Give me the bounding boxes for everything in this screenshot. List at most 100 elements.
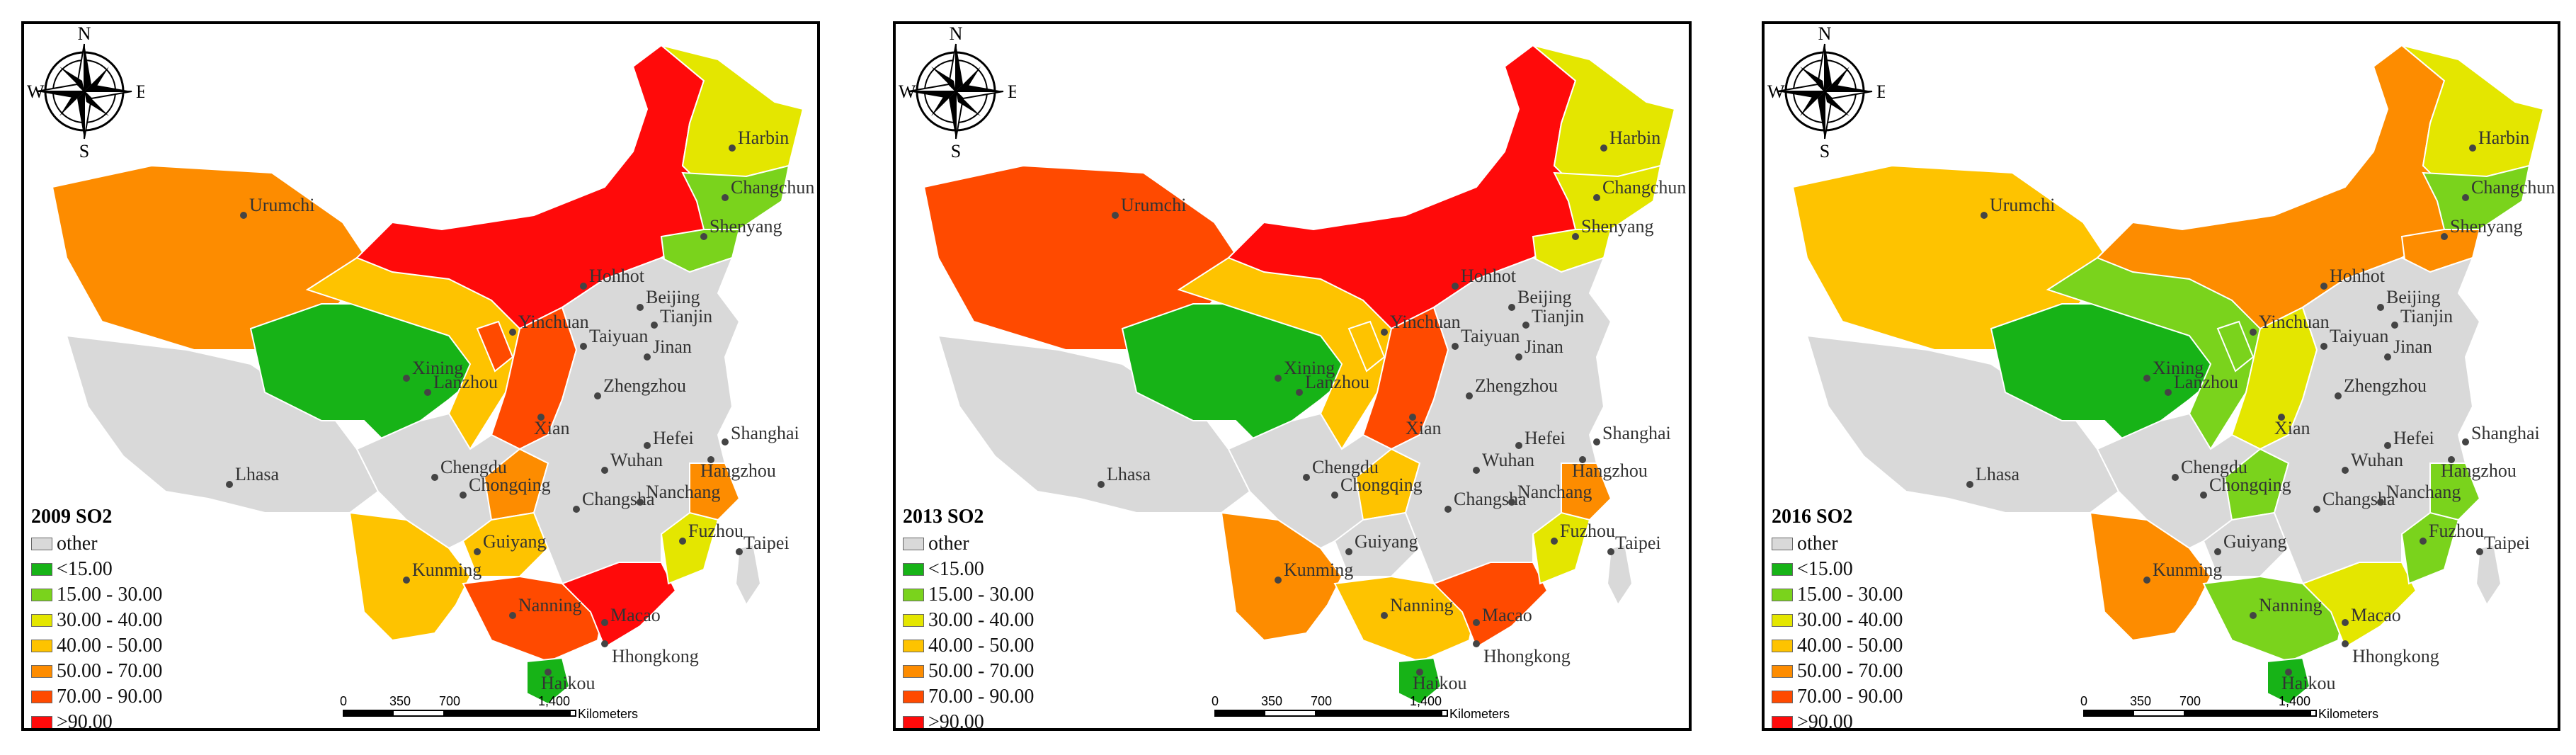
city-label: Jinan	[653, 336, 692, 357]
legend-label: <15.00	[57, 558, 113, 580]
region-taiwan	[1606, 543, 1634, 606]
city-label: Shenyang	[2450, 216, 2523, 237]
city-dot	[1381, 329, 1388, 336]
compass-e: E	[1008, 81, 1016, 102]
legend-label: 15.00 - 30.00	[928, 584, 1035, 606]
city-label: Haikou	[541, 673, 595, 693]
legend-label: 40.00 - 50.00	[1797, 635, 1903, 657]
city-label: Haikou	[2281, 673, 2336, 693]
city-label: Taipei	[743, 533, 790, 553]
city-dot	[474, 548, 481, 555]
city-shenyang: Shenyang	[1572, 216, 1654, 240]
city-nanchang: Nanchang	[637, 482, 720, 506]
city-label: Changchun	[1602, 177, 1686, 198]
region-ningxia	[2216, 320, 2255, 373]
city-dot	[1473, 619, 1480, 626]
city-label: Nanchang	[646, 482, 720, 502]
scale-tick-label: 0	[340, 694, 348, 708]
city-dot	[722, 438, 729, 445]
city-label: Wuhan	[2351, 450, 2403, 470]
city-dot	[2462, 438, 2469, 445]
city-dot	[679, 538, 686, 545]
city-taiyuan: Taiyuan	[580, 326, 648, 350]
city-label: Fuzhou	[688, 521, 743, 541]
legend-item: <15.00	[1772, 557, 2041, 582]
compass-e: E	[136, 81, 144, 102]
city-hohhot: Hohhot	[1452, 266, 1517, 290]
city-dot	[537, 414, 545, 421]
city-label: Hhongkong	[612, 646, 699, 666]
legend-label: 30.00 - 40.00	[1797, 609, 1903, 631]
city-label: Xian	[1406, 418, 1442, 438]
city-label: Taiyuan	[2330, 326, 2388, 346]
city-label: Chengdu	[2181, 457, 2247, 477]
city-label: Beijing	[1517, 287, 1572, 307]
city-label: Guiyang	[1355, 531, 1418, 552]
city-dot	[431, 474, 438, 481]
city-label: Wuhan	[610, 450, 663, 470]
city-dot	[1572, 233, 1579, 240]
legend-item: 15.00 - 30.00	[31, 582, 300, 608]
city-dot	[1600, 144, 1607, 152]
legend-item: 15.00 - 30.00	[903, 582, 1172, 608]
city-label: Lhasa	[235, 464, 280, 484]
city-wuhan: Wuhan	[601, 450, 663, 474]
city-yinchuan: Yinchuan	[1381, 312, 1461, 336]
city-tianjin: Tianjin	[1522, 306, 1584, 329]
city-label: Shenyang	[709, 216, 782, 237]
city-label: Zhengzhou	[1475, 375, 1558, 396]
legend-label: 15.00 - 30.00	[1797, 584, 1903, 606]
legend-label: 30.00 - 40.00	[57, 609, 163, 631]
city-chongqing: Chongqing	[2200, 475, 2291, 499]
city-lhasa: Lhasa	[1098, 464, 1151, 488]
legend-title: 2009 SO2	[31, 506, 113, 528]
scale-bar: 0 350 700 1,400 Kilometers	[1212, 694, 1611, 725]
city-label: Changchun	[731, 177, 814, 198]
city-dot	[1579, 456, 1586, 463]
legend-swatch	[31, 716, 52, 728]
city-label: Haikou	[1413, 673, 1467, 693]
compass-w: W	[27, 81, 45, 102]
city-dot	[1551, 538, 1558, 545]
city-dot	[509, 612, 516, 619]
city-dot	[1331, 492, 1338, 499]
compass-e: E	[1876, 81, 1885, 102]
legend-swatch	[903, 614, 924, 627]
city-urumchi: Urumchi	[240, 195, 314, 219]
city-label: Changsha	[2323, 489, 2395, 509]
city-label: Yinchuan	[2259, 312, 2330, 332]
city-label: Hohhot	[1461, 266, 1517, 286]
city-hefei: Hefei	[1515, 428, 1566, 449]
region-yunnan	[348, 511, 472, 642]
city-shanghai: Shanghai	[2462, 423, 2540, 445]
region-taiwan	[2475, 543, 2502, 606]
city-dot	[2377, 304, 2384, 311]
city-label: Tianjin	[1532, 306, 1584, 327]
legend-item: 50.00 - 70.00	[31, 659, 300, 684]
compass-s: S	[1820, 141, 1830, 159]
city-xining: Xining	[1275, 358, 1335, 382]
legend-item: 40.00 - 50.00	[1772, 633, 2041, 659]
city-changchun: Changchun	[2462, 177, 2555, 201]
legend-swatch	[1772, 665, 1793, 678]
city-changchun: Changchun	[1593, 177, 1686, 201]
city-changsha: Changsha	[1444, 489, 1527, 513]
city-label: Shanghai	[1602, 423, 1671, 443]
city-dot	[2278, 414, 2285, 421]
region-hainan	[2267, 657, 2311, 705]
city-dot	[2342, 467, 2349, 474]
compass-s: S	[951, 141, 961, 159]
city-guiyang: Guiyang	[1345, 531, 1418, 555]
legend-label: 40.00 - 50.00	[57, 635, 163, 657]
city-dot	[2342, 619, 2349, 626]
legend-label: 15.00 - 30.00	[57, 584, 163, 606]
city-dot	[2172, 474, 2179, 481]
region-jilin	[1553, 164, 1662, 230]
city-label: Yinchuan	[1390, 312, 1461, 332]
scale-unit: Kilometers	[1449, 707, 1510, 721]
scale-tick-label: 700	[2179, 694, 2201, 708]
city-zhengzhou: Zhengzhou	[2335, 375, 2427, 399]
city-label: Changsha	[582, 489, 655, 509]
legend-label: 40.00 - 50.00	[928, 635, 1035, 657]
legend-item: other	[31, 531, 300, 557]
